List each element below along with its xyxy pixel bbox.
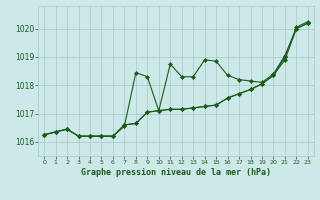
X-axis label: Graphe pression niveau de la mer (hPa): Graphe pression niveau de la mer (hPa)	[81, 168, 271, 177]
